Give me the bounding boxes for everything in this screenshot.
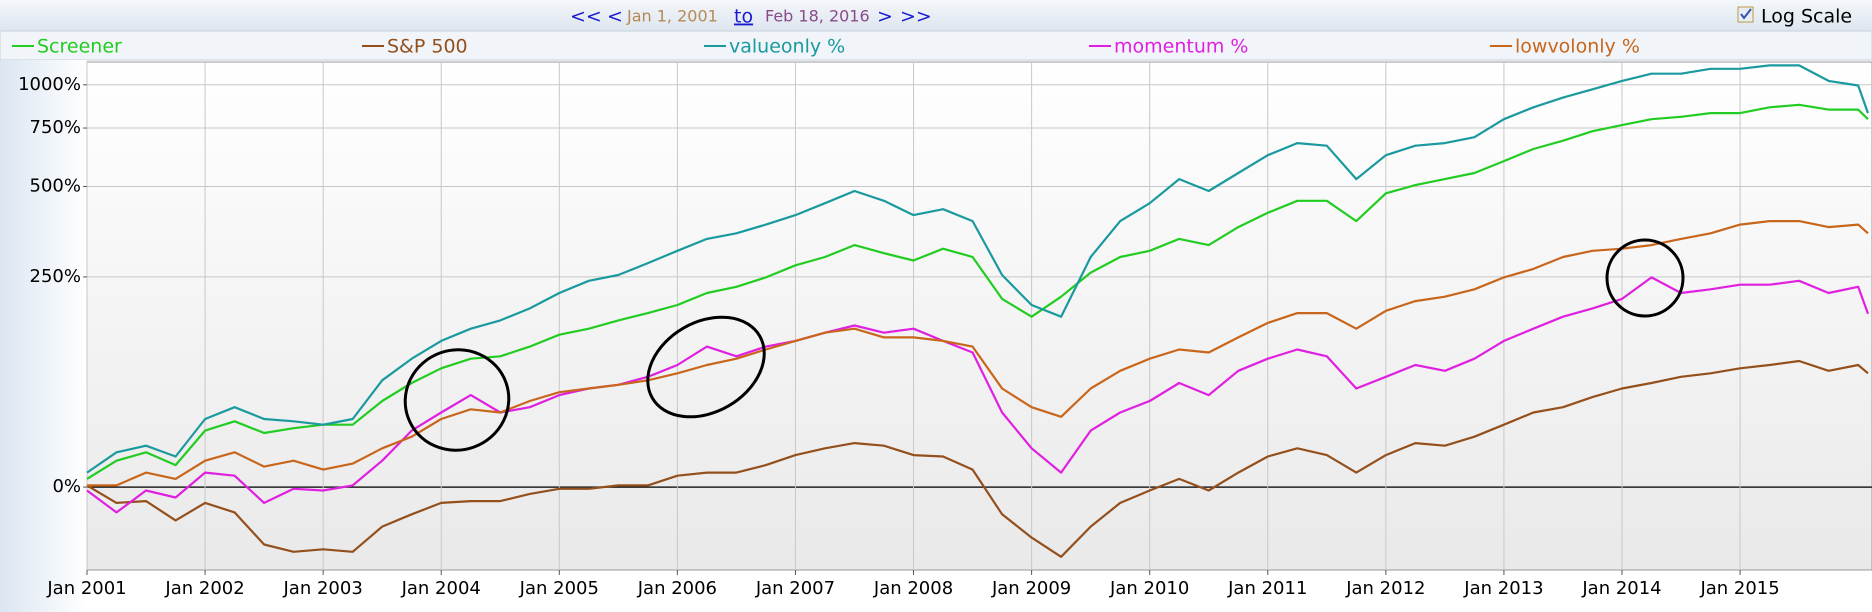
toolbar [0,0,1872,31]
legend-label: valueonly % [729,36,845,58]
checkmark [1740,8,1752,20]
log-scale-label[interactable]: Log Scale [1761,6,1852,28]
x-tick-label: Jan 2005 [519,578,599,599]
start-date[interactable]: Jan 1, 2001 [626,7,718,26]
x-tick-label: Jan 2006 [637,578,717,599]
series-line [86,64,1870,474]
axis-panel [0,60,87,612]
grid [86,62,1872,570]
end-date[interactable]: Feb 18, 2016 [765,7,870,26]
x-tick-label: Jan 2010 [1109,578,1189,599]
x-tick-label: Jan 2015 [1699,578,1779,599]
y-tick-label: 500% [30,175,81,196]
plot-area [86,61,1872,571]
legend-label: lowvolonly % [1515,36,1640,58]
legend-label: S&P 500 [387,36,468,58]
last-button[interactable]: >> [900,6,932,28]
prev-button[interactable]: < [607,6,623,28]
x-tick-label: Jan 2009 [991,578,1071,599]
legend-bar [0,30,1872,61]
y-tick-label: 0% [52,476,81,497]
x-tick-label: Jan 2007 [755,578,835,599]
hand-circle [646,315,766,419]
x-tick-label: Jan 2004 [401,578,481,599]
hand-circle [1605,238,1685,318]
series-line [86,359,1869,558]
y-tick-label: 250% [30,266,81,287]
series-line [87,220,1869,487]
x-tick-label: Jan 2011 [1227,578,1307,599]
x-tick-label: Jan 2012 [1345,578,1425,599]
legend-label: Screener [37,36,122,58]
to-link[interactable]: to [734,6,753,28]
x-tick-label: Jan 2014 [1581,578,1661,599]
axis-labels: 0% 250% 500% 750% 1000% Jan 2001 Jan 2002 Jan 2… [18,74,1780,599]
x-tick-label: Jan 2008 [873,578,953,599]
hand-circle [403,348,511,452]
date-navigator: << < Jan 1, 2001 to Feb 18, 2016 > >> [570,6,932,28]
series-line [86,276,1870,514]
series-line [86,103,1869,480]
y-tick-label: 750% [30,117,81,138]
series-lines [86,64,1870,558]
x-tick-label: Jan 2013 [1463,578,1543,599]
x-tick-label: Jan 2001 [46,578,126,599]
legend-label: momentum % [1114,36,1248,58]
first-button[interactable]: << [570,6,602,28]
annotations [403,238,1685,452]
x-tick-label: Jan 2003 [283,578,363,599]
legend: Screener S&P 500 valueonly % momentum % lowv… [12,36,1640,58]
x-tick-label: Jan 2002 [164,578,244,599]
next-button[interactable]: > [877,6,893,28]
y-tick-label: 1000% [18,74,81,95]
